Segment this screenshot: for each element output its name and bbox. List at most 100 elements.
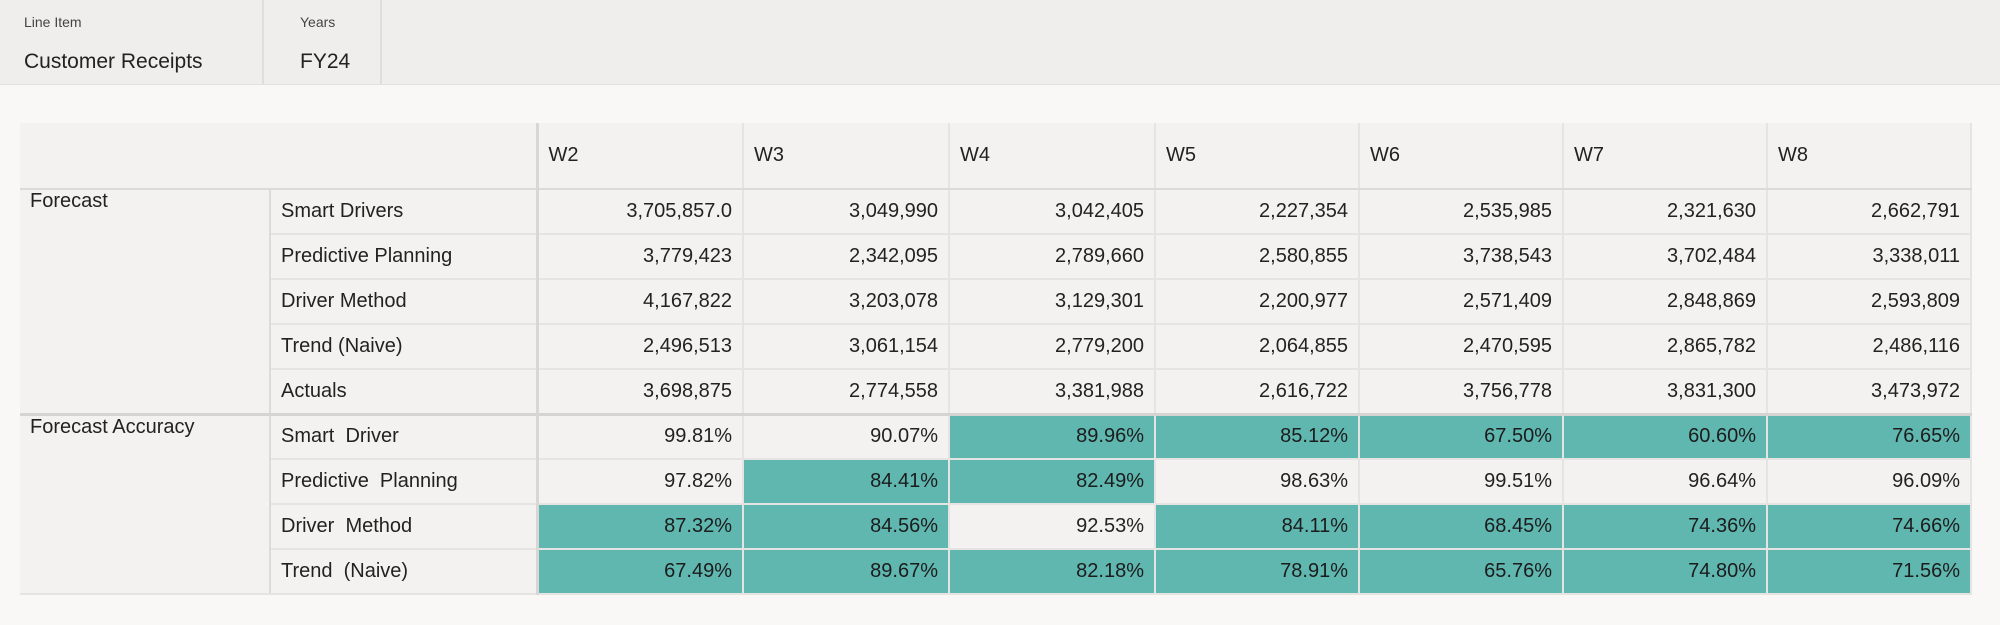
- filter-line-item[interactable]: Line Item Customer Receipts: [24, 0, 264, 84]
- column-header[interactable]: W7: [1563, 123, 1768, 190]
- value-cell[interactable]: 76.65%: [1767, 412, 1972, 460]
- value-cell[interactable]: 82.49%: [949, 459, 1156, 505]
- value-cell[interactable]: 2,774,558: [743, 369, 950, 415]
- column-header[interactable]: W2: [537, 123, 744, 190]
- value-cell[interactable]: 84.41%: [743, 459, 950, 505]
- value-cell[interactable]: 3,779,423: [537, 234, 744, 280]
- row-label[interactable]: Predictive Planning: [270, 234, 539, 280]
- value-cell[interactable]: 84.11%: [1155, 504, 1360, 550]
- value-cell[interactable]: 60.60%: [1563, 412, 1768, 460]
- value-cell[interactable]: 90.07%: [743, 412, 950, 460]
- table-row: Forecast Smart Drivers 3,705,857.0 3,049,99…: [20, 189, 1972, 415]
- table-row: Predictive Planning 3,779,423 2,342,095 2,7…: [20, 234, 1972, 280]
- value-cell[interactable]: 3,738,543: [1359, 234, 1564, 280]
- value-cell[interactable]: 3,473,972: [1767, 369, 1972, 415]
- value-cell[interactable]: 3,831,300: [1563, 369, 1768, 415]
- filter-label: Line Item: [24, 14, 82, 30]
- value-cell[interactable]: 2,865,782: [1563, 324, 1768, 370]
- row-label[interactable]: Predictive Planning: [270, 459, 539, 505]
- value-cell[interactable]: 2,227,354: [1155, 189, 1360, 235]
- value-cell[interactable]: 2,580,855: [1155, 234, 1360, 280]
- value-cell[interactable]: 67.49%: [537, 549, 744, 595]
- value-cell[interactable]: 84.56%: [743, 504, 950, 550]
- value-cell[interactable]: 3,756,778: [1359, 369, 1564, 415]
- value-cell[interactable]: 3,705,857.0: [537, 189, 744, 235]
- table-row: Actuals 3,698,875 2,774,558 3,381,988 2,616,…: [20, 369, 1972, 415]
- value-cell[interactable]: 97.82%: [537, 459, 744, 505]
- value-cell[interactable]: 65.76%: [1359, 549, 1564, 595]
- row-label[interactable]: Smart Drivers: [270, 189, 539, 235]
- value-cell[interactable]: 2,470,595: [1359, 324, 1564, 370]
- value-cell[interactable]: 74.66%: [1767, 504, 1972, 550]
- value-cell[interactable]: 67.50%: [1359, 412, 1564, 460]
- value-cell[interactable]: 71.56%: [1767, 549, 1972, 595]
- value-cell[interactable]: 82.18%: [949, 549, 1156, 595]
- filter-bar: Line Item Customer Receipts Years FY24: [0, 0, 2000, 85]
- row-label[interactable]: Driver Method: [270, 279, 539, 325]
- value-cell[interactable]: 96.64%: [1563, 459, 1768, 505]
- value-cell[interactable]: 3,702,484: [1563, 234, 1768, 280]
- header-row: W2 W3 W4 W5 W6 W7 W8: [20, 123, 1972, 190]
- value-cell[interactable]: 3,203,078: [743, 279, 950, 325]
- value-cell[interactable]: 2,342,095: [743, 234, 950, 280]
- value-cell[interactable]: 4,167,822: [537, 279, 744, 325]
- table-row: Trend (Naive) 2,496,513 3,061,154 2,779,200…: [20, 324, 1972, 370]
- value-cell[interactable]: 3,049,990: [743, 189, 950, 235]
- table-row: Forecast Accuracy Smart Driver 99.81% 90.07…: [20, 412, 1972, 595]
- value-cell[interactable]: 2,662,791: [1767, 189, 1972, 235]
- table-row: Predictive Planning 97.82% 84.41% 82.49% 98.…: [20, 459, 1972, 505]
- value-cell[interactable]: 2,571,409: [1359, 279, 1564, 325]
- table-row: Driver Method 87.32% 84.56% 92.53% 84.11% 68.…: [20, 504, 1972, 550]
- value-cell[interactable]: 85.12%: [1155, 412, 1360, 460]
- value-cell[interactable]: 2,064,855: [1155, 324, 1360, 370]
- column-header[interactable]: W4: [949, 123, 1156, 190]
- value-cell[interactable]: 3,698,875: [537, 369, 744, 415]
- value-cell[interactable]: 2,789,660: [949, 234, 1156, 280]
- value-cell[interactable]: 3,338,011: [1767, 234, 1972, 280]
- value-cell[interactable]: 89.67%: [743, 549, 950, 595]
- value-cell[interactable]: 2,535,985: [1359, 189, 1564, 235]
- value-cell[interactable]: 2,848,869: [1563, 279, 1768, 325]
- value-cell[interactable]: 99.81%: [537, 412, 744, 460]
- table-row: Trend (Naive) 67.49% 89.67% 82.18% 78.91% 65.…: [20, 549, 1972, 595]
- value-cell[interactable]: 2,616,722: [1155, 369, 1360, 415]
- value-cell[interactable]: 3,381,988: [949, 369, 1156, 415]
- value-cell[interactable]: 99.51%: [1359, 459, 1564, 505]
- grid-body: Forecast Smart Drivers 3,705,857.0 3,049,99…: [20, 189, 1972, 595]
- value-cell[interactable]: 87.32%: [537, 504, 744, 550]
- filter-years[interactable]: Years FY24: [300, 0, 382, 84]
- value-cell[interactable]: 2,321,630: [1563, 189, 1768, 235]
- data-grid: W2 W3 W4 W5 W6 W7 W8 Forecast Smart Drive…: [20, 123, 1972, 595]
- value-cell[interactable]: 98.63%: [1155, 459, 1360, 505]
- filter-label: Years: [300, 14, 336, 30]
- filter-value[interactable]: Customer Receipts: [24, 50, 203, 73]
- value-cell[interactable]: 74.36%: [1563, 504, 1768, 550]
- value-cell[interactable]: 96.09%: [1767, 459, 1972, 505]
- row-group-label[interactable]: Forecast Accuracy: [20, 412, 271, 595]
- value-cell[interactable]: 2,486,116: [1767, 324, 1972, 370]
- value-cell[interactable]: 68.45%: [1359, 504, 1564, 550]
- row-label[interactable]: Trend (Naive): [270, 549, 539, 595]
- forecast-table: W2 W3 W4 W5 W6 W7 W8 Forecast Smart Drive…: [20, 123, 1972, 595]
- value-cell[interactable]: 3,042,405: [949, 189, 1156, 235]
- value-cell[interactable]: 78.91%: [1155, 549, 1360, 595]
- value-cell[interactable]: 2,779,200: [949, 324, 1156, 370]
- row-label[interactable]: Actuals: [270, 369, 539, 415]
- value-cell[interactable]: 2,200,977: [1155, 279, 1360, 325]
- value-cell[interactable]: 3,129,301: [949, 279, 1156, 325]
- column-header[interactable]: W6: [1359, 123, 1564, 190]
- value-cell[interactable]: 89.96%: [949, 412, 1156, 460]
- row-label[interactable]: Trend (Naive): [270, 324, 539, 370]
- row-label[interactable]: Driver Method: [270, 504, 539, 550]
- filter-value[interactable]: FY24: [300, 50, 351, 73]
- value-cell[interactable]: 74.80%: [1563, 549, 1768, 595]
- row-label[interactable]: Smart Driver: [270, 412, 539, 460]
- value-cell[interactable]: 2,593,809: [1767, 279, 1972, 325]
- column-header[interactable]: W8: [1767, 123, 1972, 190]
- value-cell[interactable]: 2,496,513: [537, 324, 744, 370]
- column-header[interactable]: W3: [743, 123, 950, 190]
- column-header[interactable]: W5: [1155, 123, 1360, 190]
- value-cell[interactable]: 3,061,154: [743, 324, 950, 370]
- row-group-label[interactable]: Forecast: [20, 189, 271, 415]
- value-cell[interactable]: 92.53%: [949, 504, 1156, 550]
